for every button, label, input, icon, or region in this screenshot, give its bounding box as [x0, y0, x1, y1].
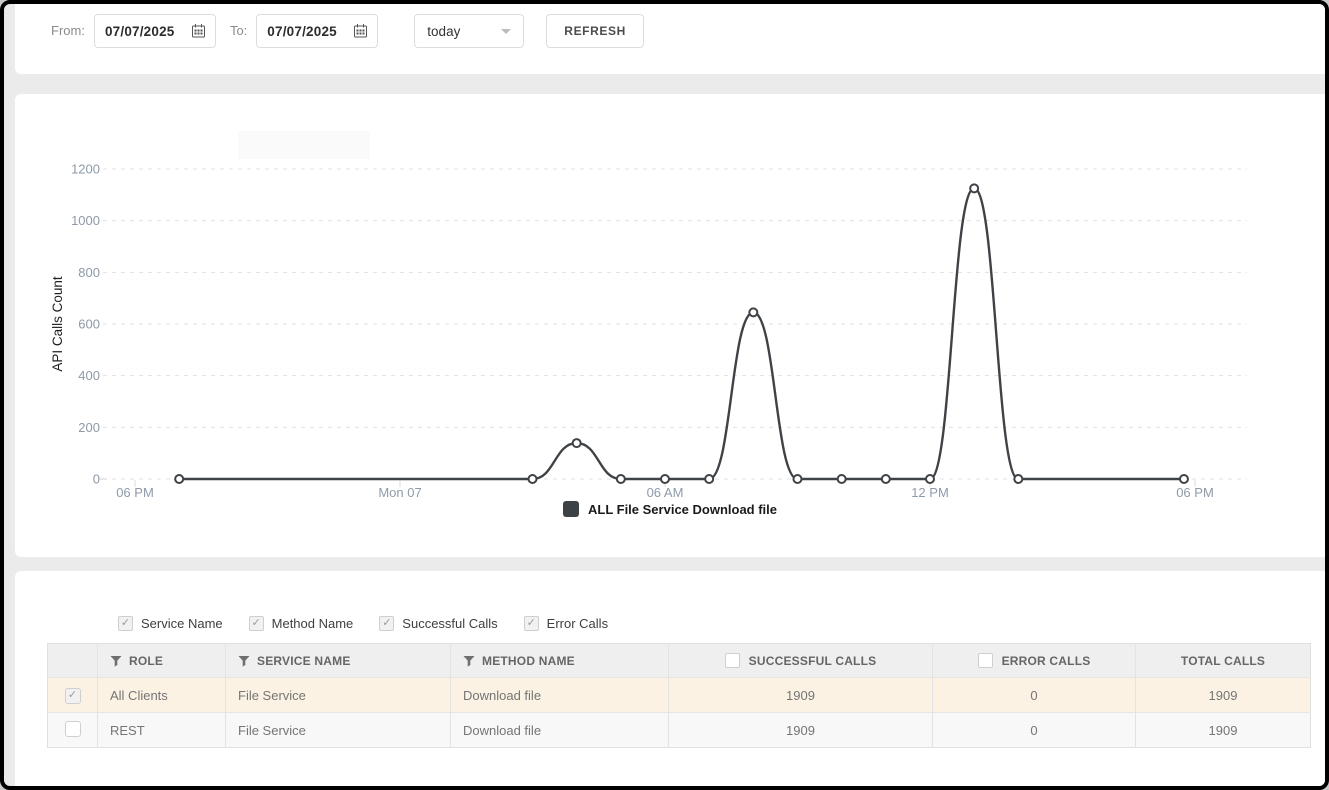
svg-text:600: 600: [78, 317, 100, 332]
table-card: Service Name Method Name Successful Call…: [15, 571, 1325, 786]
checkbox-icon[interactable]: [523, 616, 539, 631]
api-calls-table: ROLE SERVICE NAME METHOD NAME SUCCESSFUL…: [47, 643, 1311, 748]
from-label: From:: [51, 23, 85, 38]
toggle-error-calls[interactable]: Error Calls: [523, 616, 609, 631]
cell-service: File Service: [225, 712, 451, 748]
cell-role: REST: [97, 712, 226, 748]
table-row[interactable]: REST File Service Download file 1909 0 1…: [47, 712, 1311, 748]
svg-text:200: 200: [78, 420, 100, 435]
cell-method: Download file: [450, 677, 669, 713]
svg-text:800: 800: [78, 265, 100, 280]
table-header-row: ROLE SERVICE NAME METHOD NAME SUCCESSFUL…: [47, 643, 1311, 678]
filter-icon[interactable]: [238, 655, 250, 667]
calendar-icon[interactable]: [191, 24, 205, 38]
api-calls-line-chart[interactable]: 0 200 400 600 800 1000 1200 06 PM Mon 07 06 AM 12 …: [15, 94, 1325, 504]
checkbox-icon[interactable]: [379, 616, 395, 631]
cell-successful: 1909: [668, 712, 933, 748]
svg-text:12 PM: 12 PM: [911, 485, 949, 500]
filter-bar: From: 07/07/2025 To: 07/07/2025 today RE…: [15, 4, 1325, 74]
header-role[interactable]: ROLE: [97, 643, 226, 678]
checkbox-icon[interactable]: [248, 616, 264, 631]
svg-text:06 AM: 06 AM: [647, 485, 684, 500]
toggle-service-name[interactable]: Service Name: [118, 616, 223, 631]
from-date-value: 07/07/2025: [104, 23, 175, 39]
range-select[interactable]: today: [414, 14, 525, 48]
range-select-value: today: [427, 23, 461, 39]
svg-text:1200: 1200: [71, 162, 100, 177]
checkbox-icon[interactable]: [724, 653, 740, 668]
cell-error: 0: [932, 712, 1136, 748]
column-toggles: Service Name Method Name Successful Call…: [118, 616, 1325, 631]
header-service-name[interactable]: SERVICE NAME: [225, 643, 451, 678]
header-method-name[interactable]: METHOD NAME: [450, 643, 669, 678]
filter-icon[interactable]: [110, 655, 122, 667]
cell-method: Download file: [450, 712, 669, 748]
table-row[interactable]: All Clients File Service Download file 1…: [47, 677, 1311, 713]
svg-text:API Calls Count: API Calls Count: [50, 276, 65, 372]
toggle-label: Error Calls: [546, 616, 609, 631]
toggle-label: Service Name: [141, 616, 223, 631]
cell-successful: 1909: [668, 677, 933, 713]
svg-text:06 PM: 06 PM: [116, 485, 154, 500]
to-label: To:: [229, 23, 248, 38]
svg-text:06 PM: 06 PM: [1176, 485, 1214, 500]
chevron-down-icon[interactable]: [501, 28, 512, 34]
toggle-method-name[interactable]: Method Name: [248, 616, 354, 631]
checkbox-icon[interactable]: [118, 616, 133, 631]
toggle-label: Successful Calls: [402, 616, 498, 631]
svg-text:Mon 07: Mon 07: [378, 485, 421, 500]
legend-swatch: [562, 501, 579, 517]
refresh-button[interactable]: REFRESH: [546, 14, 644, 48]
checkbox-icon[interactable]: [977, 653, 993, 668]
to-date-value: 07/07/2025: [267, 23, 337, 39]
toggle-successful-calls[interactable]: Successful Calls: [379, 616, 498, 631]
from-date-input[interactable]: 07/07/2025: [93, 14, 216, 48]
filter-icon[interactable]: [463, 655, 475, 667]
svg-text:0: 0: [93, 472, 100, 487]
legend-label: ALL File Service Download file: [587, 501, 778, 517]
cell-service: File Service: [225, 677, 451, 713]
cell-role: All Clients: [97, 677, 226, 713]
row-checkbox[interactable]: [64, 687, 81, 704]
header-total-calls[interactable]: TOTAL CALLS: [1135, 643, 1311, 678]
svg-text:1000: 1000: [71, 213, 100, 228]
header-successful-calls[interactable]: SUCCESSFUL CALLS: [668, 643, 933, 678]
svg-text:400: 400: [78, 368, 100, 383]
cell-total: 1909: [1208, 722, 1238, 738]
toggle-label: Method Name: [271, 616, 354, 631]
calendar-icon[interactable]: [354, 24, 368, 38]
header-select-column: [47, 643, 98, 678]
chart-card: 0 200 400 600 800 1000 1200 06 PM Mon 07 06 AM 12 …: [15, 94, 1325, 557]
header-error-calls[interactable]: ERROR CALLS: [932, 643, 1136, 678]
cell-error: 0: [932, 677, 1136, 713]
row-checkbox[interactable]: [64, 720, 81, 737]
faint-tooltip-watermark: [238, 131, 370, 159]
chart-legend[interactable]: ALL File Service Download file: [15, 501, 1325, 517]
to-date-input[interactable]: 07/07/2025: [256, 14, 379, 48]
cell-total: 1909: [1208, 687, 1238, 703]
